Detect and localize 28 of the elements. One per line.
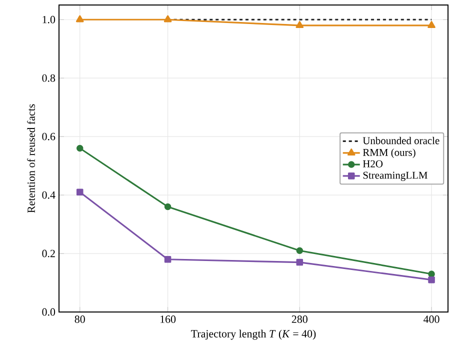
x-tick-label: 280 <box>292 316 308 323</box>
x-tick-label: 80 <box>74 316 85 323</box>
legend-label: RMM (ours) <box>362 148 416 158</box>
legend-label: Unbounded oracle <box>362 136 440 144</box>
y-tick-label: 0.0 <box>42 308 56 316</box>
point <box>76 144 84 152</box>
point <box>428 21 436 28</box>
point <box>296 21 304 28</box>
point <box>164 203 172 210</box>
y-tick-label: 0.4 <box>42 191 56 199</box>
point <box>428 276 435 284</box>
x-tick-label: 400 <box>424 316 440 323</box>
point <box>76 188 84 196</box>
point <box>76 15 84 22</box>
point <box>164 15 172 22</box>
y-tick-label: 0.6 <box>42 132 56 140</box>
x-axis-title: Trajectory length T (K = 40) <box>191 330 316 340</box>
legend-label: H2O <box>362 160 383 168</box>
point <box>296 258 304 266</box>
legend-label: StreamingLLM <box>363 172 428 181</box>
y-tick-label: 1.0 <box>42 16 56 24</box>
point <box>164 256 172 263</box>
y-tick-label: 0.2 <box>42 250 55 258</box>
y-axis-title: Retention of reused facts <box>27 104 35 213</box>
point <box>428 270 435 278</box>
x-tick-label: 160 <box>160 316 176 323</box>
point <box>296 247 304 254</box>
y-tick-label: 0.8 <box>42 74 56 82</box>
